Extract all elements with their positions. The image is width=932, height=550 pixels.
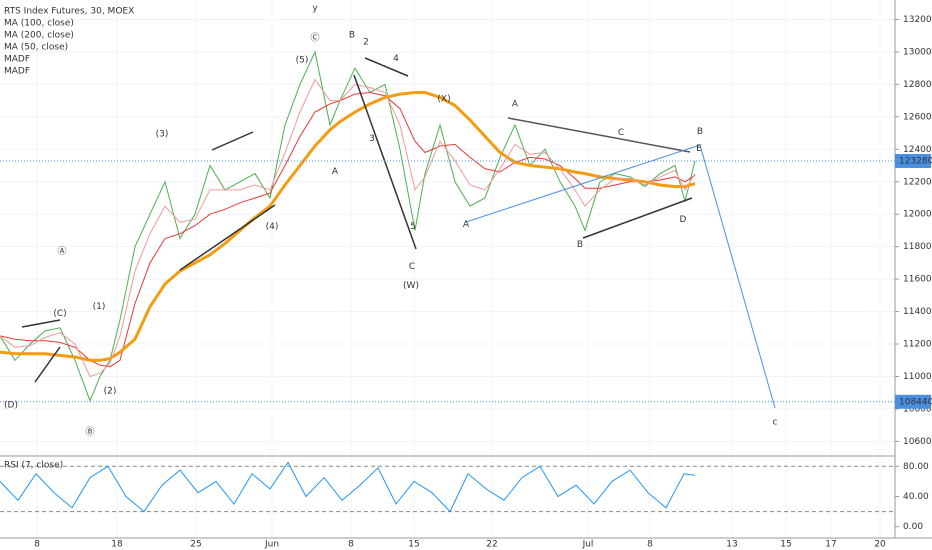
wave-label: A — [463, 220, 470, 230]
legend-entry: MADF — [4, 55, 30, 65]
y-tick-label: 122000 — [903, 177, 932, 187]
channel-line — [465, 144, 701, 223]
price-tag-label: 123280 — [899, 156, 932, 166]
chart-title: RTS Index Futures, 30, MOEX — [4, 7, 134, 17]
x-tick-label: 8 — [647, 540, 653, 550]
x-tick-label: 25 — [190, 540, 201, 550]
y-tick-label: 132000 — [903, 15, 932, 25]
wave-label: (4) — [266, 222, 279, 232]
wave-label: C — [618, 128, 624, 138]
y-tick-label: 120000 — [903, 210, 932, 220]
wave-label: (C) — [53, 309, 66, 319]
wave-label: B — [697, 127, 703, 137]
wave-label: 4 — [393, 54, 399, 64]
wave-label: (3) — [156, 130, 169, 140]
wave-label: B — [577, 240, 583, 250]
trendline — [364, 57, 409, 77]
y-tick-label: 40.00 — [903, 492, 929, 502]
wave-label: A — [512, 99, 519, 109]
y-tick-label: 110000 — [903, 372, 932, 382]
x-tick-label: 15 — [780, 540, 791, 550]
y-tick-label: 124000 — [903, 145, 932, 155]
wave-label: A — [332, 167, 339, 177]
wave-label: c — [773, 417, 778, 427]
y-tick-label: 106000 — [903, 437, 932, 447]
x-tick-label: 20 — [874, 540, 886, 550]
price-tag — [895, 394, 931, 409]
y-tick-label: 126000 — [903, 112, 932, 122]
series-line — [0, 91, 696, 368]
wave-label: (1) — [93, 302, 106, 312]
legend-entry: MA (100, close) — [4, 19, 74, 29]
x-tick-label: 17 — [825, 540, 836, 550]
trendline — [34, 346, 61, 383]
wave-label: D — [680, 215, 687, 225]
legend-entry: MA (200, close) — [4, 31, 74, 41]
legend-entry: MADF — [4, 67, 30, 77]
wave-label: 2 — [363, 38, 369, 48]
wave-label: y — [312, 4, 318, 14]
y-tick-label: 130000 — [903, 47, 932, 57]
wave-label: Ⓑ — [85, 426, 94, 437]
y-tick-label: 114000 — [903, 307, 932, 317]
series-line — [0, 78, 696, 378]
wave-label: (5) — [296, 56, 309, 66]
trendline — [507, 117, 691, 153]
wave-label: (2) — [104, 386, 117, 396]
wave-label: C — [409, 262, 415, 272]
wave-label: (D) — [4, 400, 18, 410]
x-tick-label: Jun — [264, 540, 279, 550]
wave-label: Ⓒ — [310, 33, 319, 44]
trendline — [353, 74, 417, 250]
y-tick-label: 112000 — [903, 340, 932, 350]
x-tick-label: 22 — [486, 540, 497, 550]
y-tick-label: 116000 — [903, 275, 932, 285]
wave-label: (W) — [403, 281, 419, 291]
x-tick-label: Jul — [582, 540, 594, 550]
x-tick-label: 8 — [34, 540, 40, 550]
drawings — [21, 57, 776, 409]
wave-label: E — [696, 144, 702, 154]
trendline — [21, 319, 61, 328]
rsi-title: RSI (7, close) — [4, 461, 63, 471]
price-line — [0, 50, 696, 403]
y-tick-label: 0.00 — [903, 522, 923, 532]
projection-line — [699, 144, 776, 409]
wave-label: 3 — [369, 134, 375, 144]
legend-entry: MA (50, close) — [4, 43, 68, 53]
price-tag-label: 108440 — [899, 397, 932, 407]
x-tick-label: 15 — [408, 540, 419, 550]
wave-label: Ⓐ — [57, 246, 66, 257]
series-line — [0, 461, 696, 513]
x-tick-label: 13 — [726, 540, 737, 550]
y-tick-label: 108000 — [903, 404, 932, 414]
x-tick-label: 8 — [348, 540, 354, 550]
price-tag — [895, 153, 931, 168]
y-tick-label: 80.00 — [903, 462, 929, 472]
wave-label: (X) — [437, 94, 450, 104]
y-tick-label: 118000 — [903, 242, 932, 252]
trendline — [179, 204, 276, 271]
y-tick-label: 128000 — [903, 80, 932, 90]
x-tick-label: 18 — [111, 540, 123, 550]
trendline — [211, 131, 254, 151]
wave-label: B — [349, 31, 355, 41]
wave-label: 5 — [410, 222, 416, 232]
trendline — [582, 197, 693, 239]
